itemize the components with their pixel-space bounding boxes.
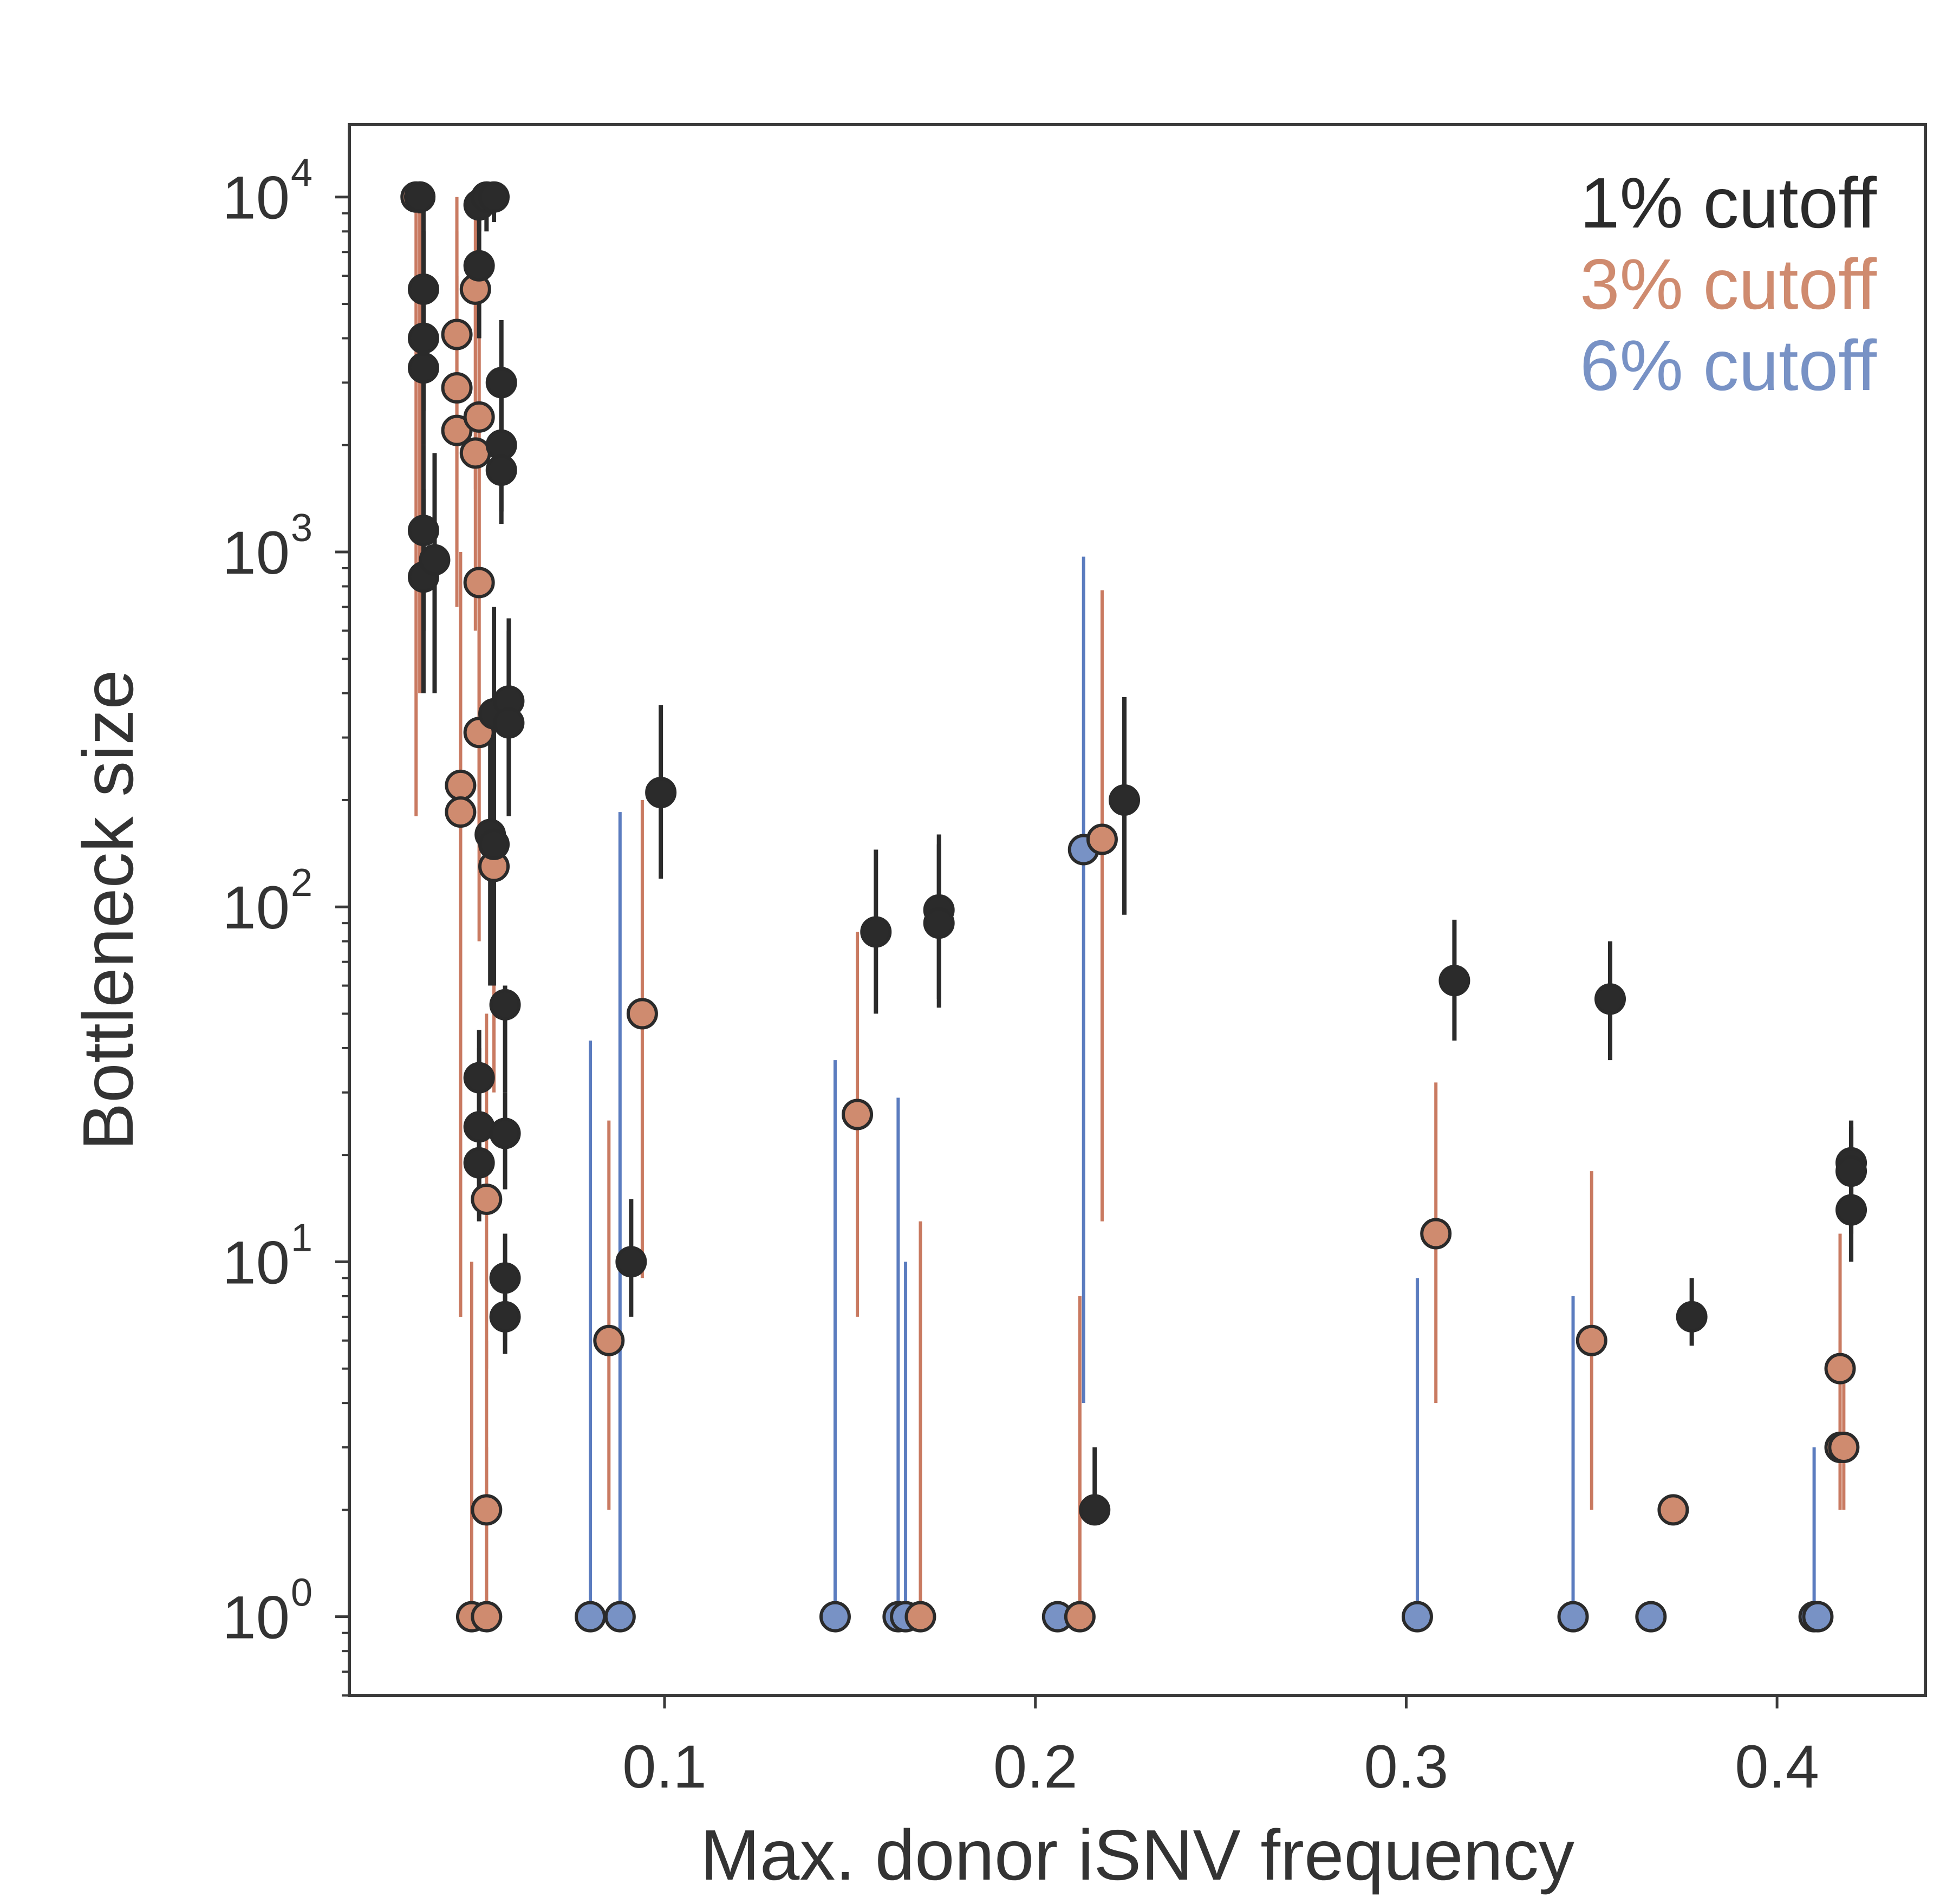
y-tick-base: 10 bbox=[222, 1229, 290, 1296]
data-point bbox=[1401, 1601, 1433, 1633]
x-tick-label: 0.3 bbox=[1364, 1733, 1449, 1801]
data-point bbox=[445, 796, 477, 828]
x-tick-label: 0.2 bbox=[993, 1733, 1078, 1801]
data-point bbox=[419, 544, 451, 576]
y-tick-exponent: 2 bbox=[291, 861, 313, 905]
data-point bbox=[1594, 983, 1626, 1015]
data-point bbox=[575, 1601, 607, 1633]
x-tick-label: 0.1 bbox=[622, 1733, 707, 1801]
data-point bbox=[485, 367, 517, 399]
legend-entry: 3% cutoff bbox=[1580, 244, 1877, 324]
y-tick-exponent: 4 bbox=[291, 152, 313, 195]
data-point bbox=[463, 1062, 495, 1094]
data-point bbox=[489, 1262, 521, 1294]
x-tick-label: 0.4 bbox=[1735, 1733, 1819, 1801]
data-point bbox=[463, 401, 495, 433]
y-tick-base: 10 bbox=[222, 1584, 290, 1652]
data-point bbox=[407, 352, 439, 384]
data-point bbox=[819, 1601, 851, 1633]
x-axis-title: Max. donor iSNV frequency bbox=[700, 1815, 1574, 1895]
data-point bbox=[904, 1601, 936, 1633]
y-tick-label: 10 bbox=[222, 1584, 290, 1652]
legend-entry: 6% cutoff bbox=[1580, 326, 1877, 405]
data-point bbox=[445, 769, 477, 801]
data-point bbox=[593, 1324, 625, 1356]
data-point bbox=[1802, 1601, 1834, 1633]
data-point bbox=[1086, 823, 1118, 855]
data-point bbox=[615, 1246, 647, 1278]
y-tick-base: 10 bbox=[222, 164, 290, 232]
y-tick-label: 10 bbox=[222, 1229, 290, 1296]
data-point bbox=[463, 1111, 495, 1143]
data-point bbox=[407, 322, 439, 354]
data-point bbox=[463, 250, 495, 282]
legend-entry: 1% cutoff bbox=[1580, 163, 1877, 243]
y-tick-exponent: 3 bbox=[291, 506, 313, 550]
data-point bbox=[489, 1301, 521, 1333]
data-point bbox=[493, 707, 525, 739]
data-point bbox=[404, 181, 436, 213]
data-point bbox=[478, 828, 510, 860]
data-point bbox=[407, 273, 439, 305]
data-point bbox=[1064, 1601, 1096, 1633]
data-point bbox=[463, 1147, 495, 1179]
data-point bbox=[485, 454, 517, 486]
data-point bbox=[407, 515, 439, 547]
data-point bbox=[441, 372, 473, 404]
y-tick-label: 10 bbox=[222, 874, 290, 941]
data-point bbox=[645, 777, 677, 809]
data-point bbox=[478, 181, 510, 213]
x-axis: 0.1 0.2 0.3 0.4 bbox=[622, 1695, 1819, 1801]
y-tick-exponent: 1 bbox=[291, 1216, 313, 1259]
data-point bbox=[1835, 1194, 1867, 1226]
data-point bbox=[1657, 1494, 1689, 1526]
data-point bbox=[1557, 1601, 1589, 1633]
data-point bbox=[1835, 1155, 1867, 1187]
y-tick-label: 10 bbox=[222, 164, 290, 232]
data-point bbox=[1438, 965, 1470, 997]
y-tick-base: 10 bbox=[222, 874, 290, 941]
data-point bbox=[1824, 1353, 1856, 1385]
data-point bbox=[471, 1494, 503, 1526]
data-point bbox=[441, 319, 473, 350]
data-point bbox=[923, 907, 955, 939]
data-point bbox=[459, 437, 491, 469]
y-tick-exponent: 0 bbox=[291, 1571, 313, 1615]
data-point bbox=[1828, 1432, 1860, 1464]
data-point-layer bbox=[400, 181, 1867, 1633]
data-point bbox=[604, 1601, 636, 1633]
data-point bbox=[471, 1601, 503, 1633]
y-tick-base: 10 bbox=[222, 519, 290, 587]
data-point bbox=[1635, 1601, 1667, 1633]
data-point bbox=[1576, 1324, 1607, 1356]
data-point bbox=[1420, 1218, 1452, 1250]
plot-frame bbox=[348, 123, 1927, 1697]
plot-area bbox=[400, 181, 1867, 1633]
y-tick-label: 10 bbox=[222, 519, 290, 587]
data-point bbox=[1676, 1301, 1708, 1333]
y-axis-title: Bottleneck size bbox=[68, 670, 148, 1151]
data-point bbox=[489, 989, 521, 1021]
data-point bbox=[860, 916, 892, 948]
data-point bbox=[471, 1184, 503, 1216]
data-point bbox=[626, 998, 658, 1030]
data-point bbox=[1109, 784, 1141, 816]
error-bar-layer bbox=[414, 197, 1854, 1617]
data-point bbox=[463, 567, 495, 599]
data-point bbox=[489, 1117, 521, 1149]
data-point bbox=[1079, 1494, 1111, 1526]
data-point bbox=[842, 1099, 874, 1130]
